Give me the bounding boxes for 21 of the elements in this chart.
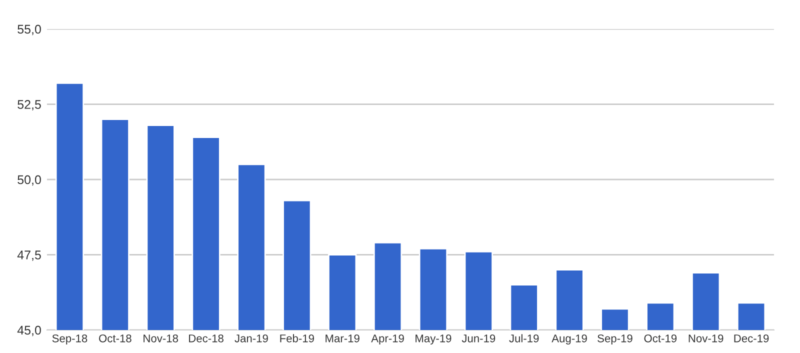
x-tick-label: Aug-19 [552, 334, 587, 345]
x-tick-label: Nov-19 [688, 334, 724, 342]
y-tick-label: 55,0 [18, 24, 41, 36]
x-tick-label: Mar-19 [326, 334, 360, 342]
x-tick-label: Jul-19 [509, 334, 539, 342]
x-tick-label: May-19 [416, 334, 452, 345]
y-tick-label: 50,0 [18, 175, 41, 186]
x-tick-label: Oct-19 [644, 334, 677, 342]
y-tick-label: 45,0 [17, 326, 41, 336]
x-tick-label: Apr-19 [371, 334, 404, 345]
x-tick-label: Nov-18 [144, 334, 178, 342]
x-tick-label: Jan-19 [234, 334, 268, 342]
x-tick-label: Jun-19 [462, 334, 496, 342]
x-tick-label: Dec-19 [734, 334, 769, 342]
x-tick-label: Oct-18 [99, 334, 132, 342]
x-tick-label: Dec-18 [189, 334, 224, 342]
x-tick-label: Sep-18 [52, 334, 88, 345]
x-tick-label: Sep-19 [598, 334, 632, 345]
y-tick-label: 47,5 [17, 250, 41, 261]
y-tick-label: 52,5 [18, 100, 41, 110]
x-tick-label: Feb-19 [280, 334, 314, 342]
